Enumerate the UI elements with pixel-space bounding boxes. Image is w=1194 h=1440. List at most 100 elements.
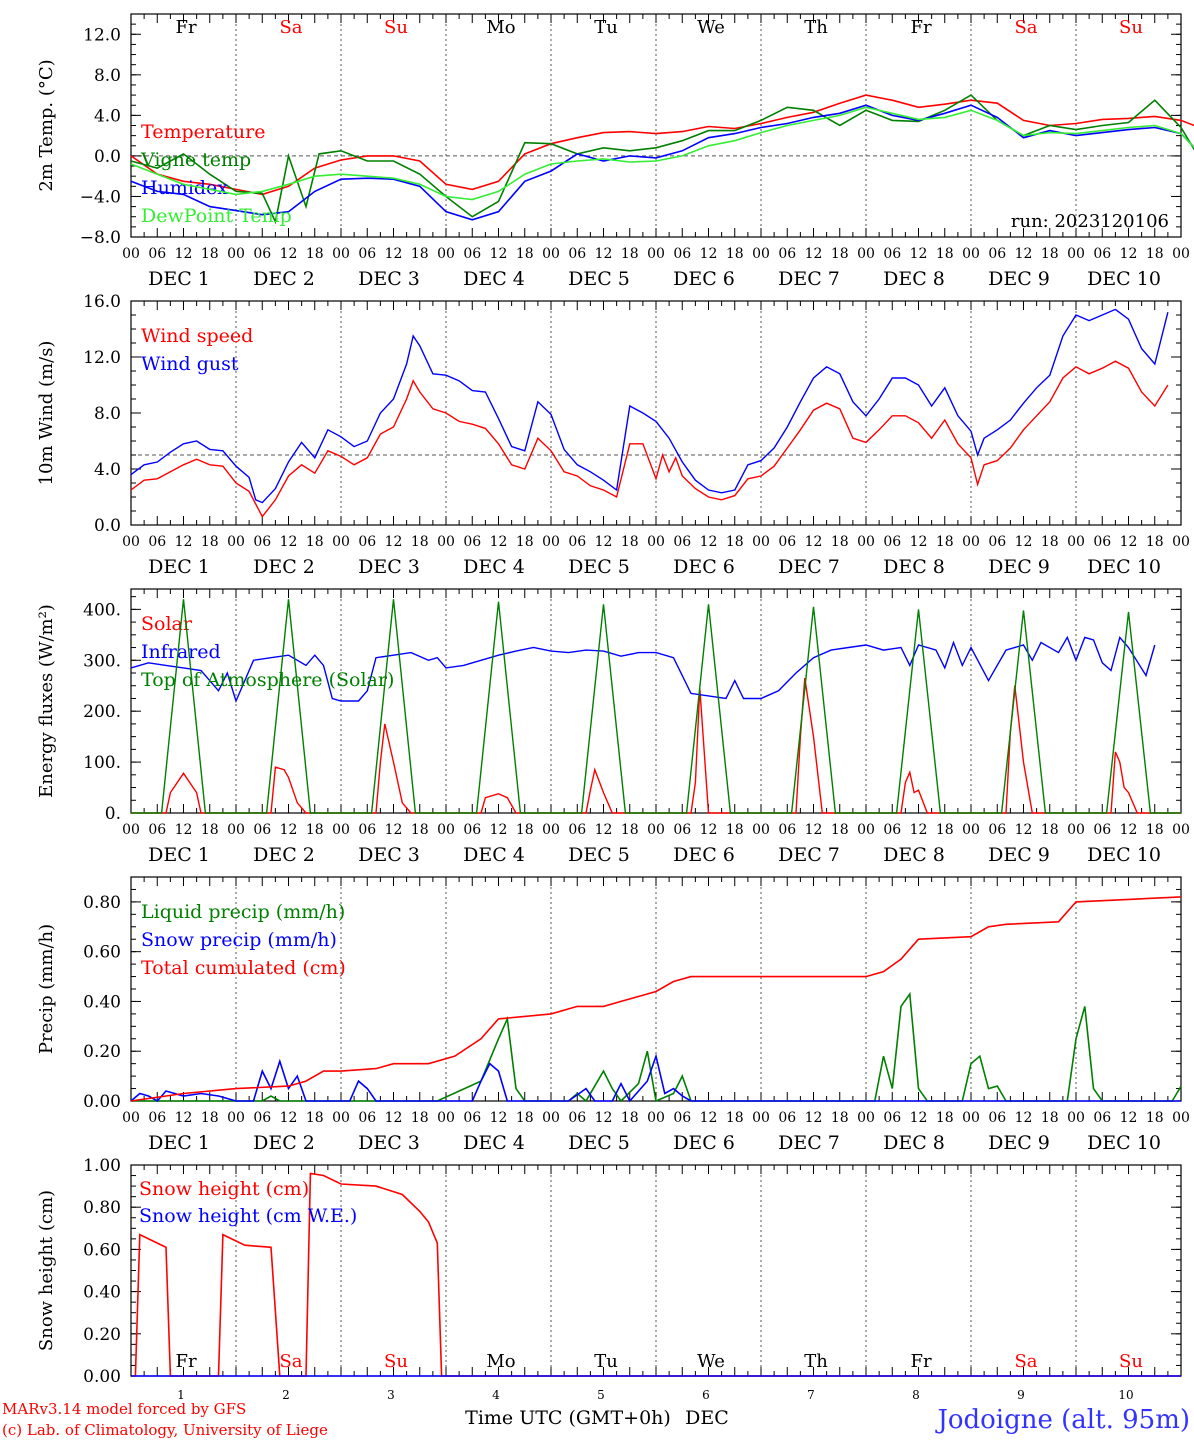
hour-tick-label: 12 xyxy=(490,246,508,262)
hour-tick-label: 00 xyxy=(332,1110,350,1126)
hour-tick-label: 00 xyxy=(647,822,665,838)
date-label: DEC 2 xyxy=(253,268,315,290)
y-tick-label: 4.0 xyxy=(94,460,121,480)
footer-credit-line-1: MARv3.14 model forced by GFS xyxy=(2,1400,246,1418)
hour-tick-label: 12 xyxy=(1120,822,1138,838)
hour-tick-label: 12 xyxy=(700,246,718,262)
hour-tick-label: 12 xyxy=(1015,534,1033,550)
weekday-label: We xyxy=(697,17,725,38)
hour-tick-label: 18 xyxy=(936,534,954,550)
date-label: DEC 2 xyxy=(253,556,315,578)
y-tick-label: 0.20 xyxy=(83,1325,121,1345)
hour-tick-label: 18 xyxy=(306,822,324,838)
legend-entry: Wind gust xyxy=(141,353,239,375)
hour-tick-label: 06 xyxy=(463,246,481,262)
date-label: DEC 7 xyxy=(778,844,840,866)
date-label: DEC 2 xyxy=(253,844,315,866)
hour-tick-label: 18 xyxy=(621,822,639,838)
footer-credit-line-2: (c) Lab. of Climatology, University of L… xyxy=(2,1421,328,1439)
hour-tick-label: 18 xyxy=(411,246,429,262)
hour-tick-label: 00 xyxy=(437,246,455,262)
y-axis-label: 10m Wind (m/s) xyxy=(36,341,57,486)
hour-tick-label: 00 xyxy=(962,822,980,838)
hour-tick-label: 18 xyxy=(306,1110,324,1126)
panel-1: 12.0 8.0 4.0 0.0 −4.0 −8.0 2m Temp. (°C) Temper… xyxy=(36,13,1194,290)
series-line-3 xyxy=(130,104,1194,221)
day-number-label: 1 xyxy=(177,1388,185,1402)
weekday-label: Sa xyxy=(1014,17,1037,38)
hour-tick-label: 12 xyxy=(595,246,613,262)
weekday-label-bottom: Su xyxy=(1119,1351,1143,1372)
hour-tick-label: 12 xyxy=(595,1110,613,1126)
hour-tick-label: 00 xyxy=(1172,1110,1190,1126)
hour-tick-label: 18 xyxy=(306,534,324,550)
hour-tick-label: 12 xyxy=(1015,1110,1033,1126)
date-label: DEC 8 xyxy=(883,268,945,290)
hour-tick-label: 12 xyxy=(385,1110,403,1126)
hour-tick-label: 18 xyxy=(201,534,219,550)
hour-tick-label: 00 xyxy=(962,1110,980,1126)
date-label: DEC 9 xyxy=(988,1132,1050,1154)
hour-tick-label: 18 xyxy=(831,246,849,262)
date-label: DEC 5 xyxy=(568,844,630,866)
hour-tick-label: 18 xyxy=(831,534,849,550)
hour-tick-label: 18 xyxy=(516,246,534,262)
date-label: DEC 2 xyxy=(253,1132,315,1154)
hour-tick-label: 18 xyxy=(831,822,849,838)
hour-tick-label: 06 xyxy=(673,822,691,838)
hour-tick-label: 18 xyxy=(936,1110,954,1126)
weekday-label-bottom: Fr xyxy=(910,1351,931,1372)
panel-5: 1.00 0.80 0.60 0.40 0.20 0.00 Snow height (cm)… xyxy=(36,1156,1182,1402)
date-label: DEC 4 xyxy=(463,268,525,290)
hour-tick-label: 18 xyxy=(1146,1110,1164,1126)
hour-tick-label: 12 xyxy=(385,534,403,550)
weekday-label: Su xyxy=(384,17,408,38)
hour-tick-label: 12 xyxy=(910,822,928,838)
hour-tick-label: 06 xyxy=(463,822,481,838)
date-label: DEC 1 xyxy=(148,844,210,866)
panel-4: 0.80 0.60 0.40 0.20 0.00 Precip (mm/h) Liquid … xyxy=(36,876,1190,1154)
hour-tick-label: 06 xyxy=(253,246,271,262)
y-tick-label: 300. xyxy=(83,651,121,671)
hour-tick-label: 00 xyxy=(437,822,455,838)
hour-tick-label: 00 xyxy=(752,1110,770,1126)
hour-tick-label: 18 xyxy=(411,822,429,838)
weekday-label: Tu xyxy=(594,17,618,38)
date-label: DEC 6 xyxy=(673,268,735,290)
hour-tick-label: 06 xyxy=(358,246,376,262)
y-tick-label: 0.80 xyxy=(83,893,121,913)
hour-tick-label: 12 xyxy=(595,822,613,838)
hour-tick-label: 00 xyxy=(332,534,350,550)
y-tick-label: 1.00 xyxy=(83,1156,121,1176)
weekday-label-bottom: Mo xyxy=(486,1351,515,1372)
hour-tick-label: 00 xyxy=(542,246,560,262)
hour-tick-label: 12 xyxy=(700,1110,718,1126)
panel-3: 400.300.200.100.0.Energy fluxes (W/m²) So… xyxy=(36,588,1190,866)
hour-tick-label: 18 xyxy=(726,534,744,550)
legend-entry: Top of Atmosphere (Solar) xyxy=(141,669,394,691)
day-number-label: 3 xyxy=(387,1388,395,1402)
weekday-label: Th xyxy=(804,17,828,38)
y-tick-label: 0.40 xyxy=(83,992,121,1012)
hour-tick-label: 12 xyxy=(280,822,298,838)
legend-entry: Vigne temp xyxy=(140,149,251,171)
date-label: DEC 6 xyxy=(673,844,735,866)
y-tick-label: 8.0 xyxy=(94,66,121,86)
panel-2: 16.0 12.0 8.0 4.0 0.0 10m Wind (m/s) Wind spee… xyxy=(36,292,1190,578)
hour-tick-label: 06 xyxy=(883,822,901,838)
hour-tick-label: 00 xyxy=(332,246,350,262)
date-label: DEC 6 xyxy=(673,1132,735,1154)
date-label: DEC 7 xyxy=(778,1132,840,1154)
hour-tick-label: 00 xyxy=(542,1110,560,1126)
hour-tick-label: 12 xyxy=(490,822,508,838)
date-label: DEC 7 xyxy=(778,268,840,290)
hour-tick-label: 00 xyxy=(332,822,350,838)
hour-tick-label: 00 xyxy=(857,246,875,262)
hour-tick-label: 18 xyxy=(411,1110,429,1126)
date-label: DEC 3 xyxy=(358,556,420,578)
hour-tick-label: 00 xyxy=(227,534,245,550)
hour-tick-label: 12 xyxy=(175,822,193,838)
hour-tick-label: 18 xyxy=(621,534,639,550)
hour-tick-label: 12 xyxy=(385,246,403,262)
